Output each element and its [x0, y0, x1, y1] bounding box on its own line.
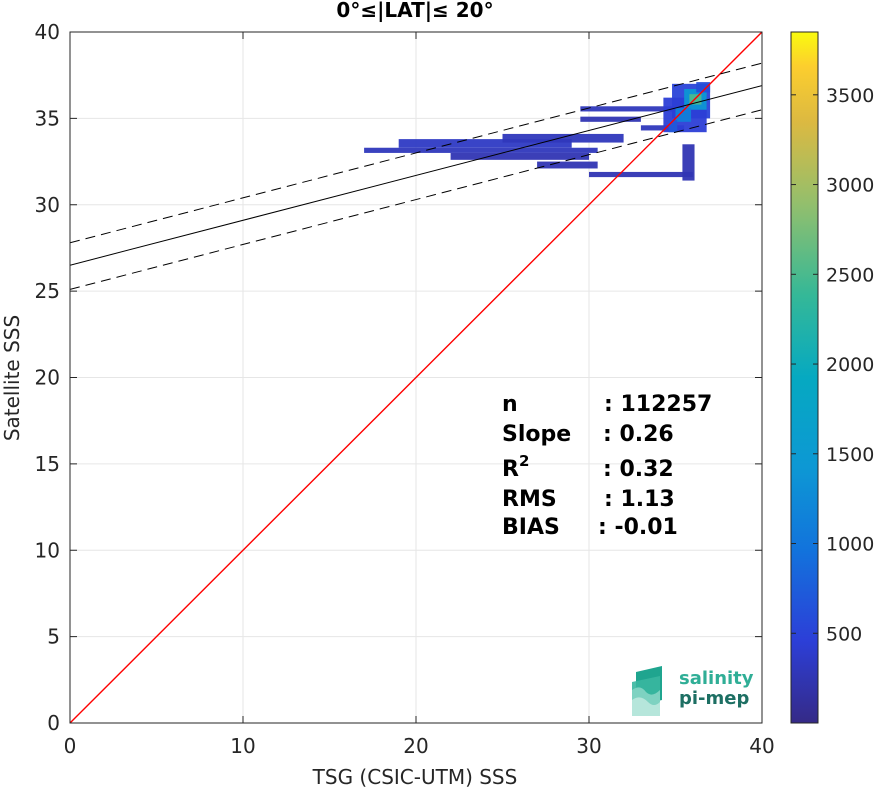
colorbar-ticks: 500 1000 1500 2000 2500 3000 3500	[791, 85, 874, 645]
density-cell	[502, 133, 624, 143]
density-cell	[682, 144, 695, 181]
stat-value-slope: : 0.26	[603, 422, 674, 447]
density-cell	[364, 147, 598, 153]
density-layer	[364, 82, 711, 181]
stat-value-bias: : -0.01	[598, 515, 678, 540]
y-tick-label: 20	[35, 366, 60, 390]
colorbar-tick-label: 500	[826, 623, 862, 645]
stat-label-bias: BIAS	[502, 515, 560, 540]
density-cell	[450, 152, 589, 160]
plot-frame	[69, 31, 763, 724]
colorbar-tick-label: 2000	[826, 354, 874, 376]
density-cell	[696, 82, 711, 93]
x-tick-label: 30	[576, 734, 601, 758]
line-1-1	[70, 32, 762, 723]
logo-icon	[632, 666, 662, 716]
density-cell	[537, 161, 598, 169]
colorbar-tick-label: 3500	[826, 85, 874, 107]
stat-label-rms: RMS	[502, 487, 557, 512]
density-cell	[668, 120, 678, 133]
line-fit-1	[70, 109, 762, 290]
line-fit-1	[70, 62, 762, 244]
density-cell	[589, 171, 693, 178]
y-axis-label: Satellite SSS	[0, 315, 24, 441]
density-cell	[580, 116, 641, 122]
stat-label-slope: Slope	[502, 422, 571, 447]
x-axis-label: TSG (CSIC-UTM) SSS	[312, 765, 518, 789]
density-cell	[640, 125, 685, 131]
logo-text-pi-mep: pi-mep	[679, 688, 749, 709]
stat-value-n: : 112257	[604, 392, 712, 417]
y-tick-label: 25	[35, 279, 60, 303]
colorbar-gradient	[790, 31, 819, 724]
y-tick-label: 5	[47, 625, 60, 649]
chart-title: 0°≤|LAT|≤ 20°	[336, 0, 493, 22]
colorbar-tick-label: 2500	[826, 264, 874, 286]
x-tick-label: 20	[403, 734, 428, 758]
plot-area: 0 10 20 30 40 0 5 10 15 20 25 30 35 40	[35, 20, 775, 758]
y-tick-label: 35	[35, 106, 60, 130]
x-tick-label: 0	[64, 734, 77, 758]
salinity-pi-mep-logo: salinity pi-mep	[632, 666, 754, 716]
y-tick-label: 40	[35, 20, 60, 44]
density-cell	[675, 108, 692, 122]
y-tick-label: 15	[35, 452, 60, 476]
x-tick-label: 40	[749, 734, 774, 758]
x-tick-label: 10	[230, 734, 255, 758]
stat-value-rms: : 1.13	[604, 487, 675, 512]
y-tick-label: 10	[35, 538, 60, 562]
colorbar: 500 1000 1500 2000 2500 3000 3500	[790, 31, 874, 724]
density-cell	[398, 139, 572, 148]
y-tick-label: 0	[47, 711, 60, 735]
logo-text-salinity: salinity	[679, 668, 754, 689]
colorbar-tick-label: 3000	[826, 175, 874, 197]
lines-layer	[70, 32, 762, 723]
colorbar-tick-label: 1000	[826, 534, 874, 556]
line-fit	[70, 85, 762, 266]
colorbar-tick-label: 1500	[826, 444, 874, 466]
density-cell	[580, 106, 685, 112]
y-tick-label: 30	[35, 193, 60, 217]
stat-label-n: n	[502, 392, 518, 417]
stat-value-r: : 0.32	[603, 457, 674, 482]
